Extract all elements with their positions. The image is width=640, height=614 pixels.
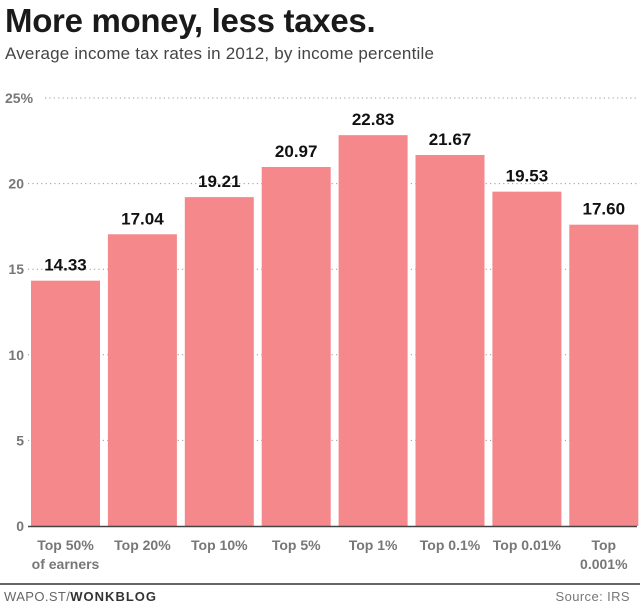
y-tick-label: 20 [8,176,24,192]
bar [184,197,254,526]
bar [107,234,177,526]
credit-prefix: WAPO.ST/ [4,589,71,604]
value-label: 14.33 [44,256,87,275]
footer-credit[interactable]: WAPO.ST/WONKBLOG [4,589,157,604]
value-label: 17.60 [583,200,626,219]
bar [261,166,331,527]
y-tick-label: 5 [16,432,24,448]
x-tick-label: Top 1% [349,537,398,553]
y-tick-label: 0 [16,518,24,534]
x-tick-label: Top 0.01% [493,537,562,553]
x-tick-label: Top [591,537,616,553]
chart-title: More money, less taxes. [5,2,376,39]
bars [31,135,639,527]
value-label: 21.67 [429,130,472,149]
y-tick-label: 25% [5,90,34,106]
y-tick-label: 10 [8,347,24,363]
y-tick-label: 15 [8,261,24,277]
value-label: 20.97 [275,142,318,161]
bar [492,191,562,526]
bar [569,224,639,527]
x-tick-label: Top 20% [114,537,171,553]
x-tick-label: Top 0.1% [420,537,481,553]
x-tick-label: Top 10% [191,537,248,553]
labels: 0 5 10 15 20 25% 14.33 Top 50% of earners 17.04 To… [5,90,628,572]
bar [31,280,100,526]
value-label: 19.53 [506,167,549,186]
value-label: 22.83 [352,110,395,129]
footer-divider [0,583,640,585]
bar-chart: 0 5 10 15 20 25% 14.33 Top 50% of earners 17.04 To… [5,90,639,572]
chart-subtitle: Average income tax rates in 2012, by inc… [5,44,435,63]
x-tick-label: Top 5% [272,537,321,553]
value-label: 19.21 [198,172,241,191]
x-tick-label: 0.001% [580,556,628,572]
x-tick-label: of earners [32,556,100,572]
bar [338,135,408,527]
bar [415,155,485,527]
credit-brand: WONKBLOG [70,589,157,604]
value-label: 17.04 [121,209,164,228]
x-tick-label: Top 50% [37,537,94,553]
source-note: Source: IRS [555,589,630,604]
